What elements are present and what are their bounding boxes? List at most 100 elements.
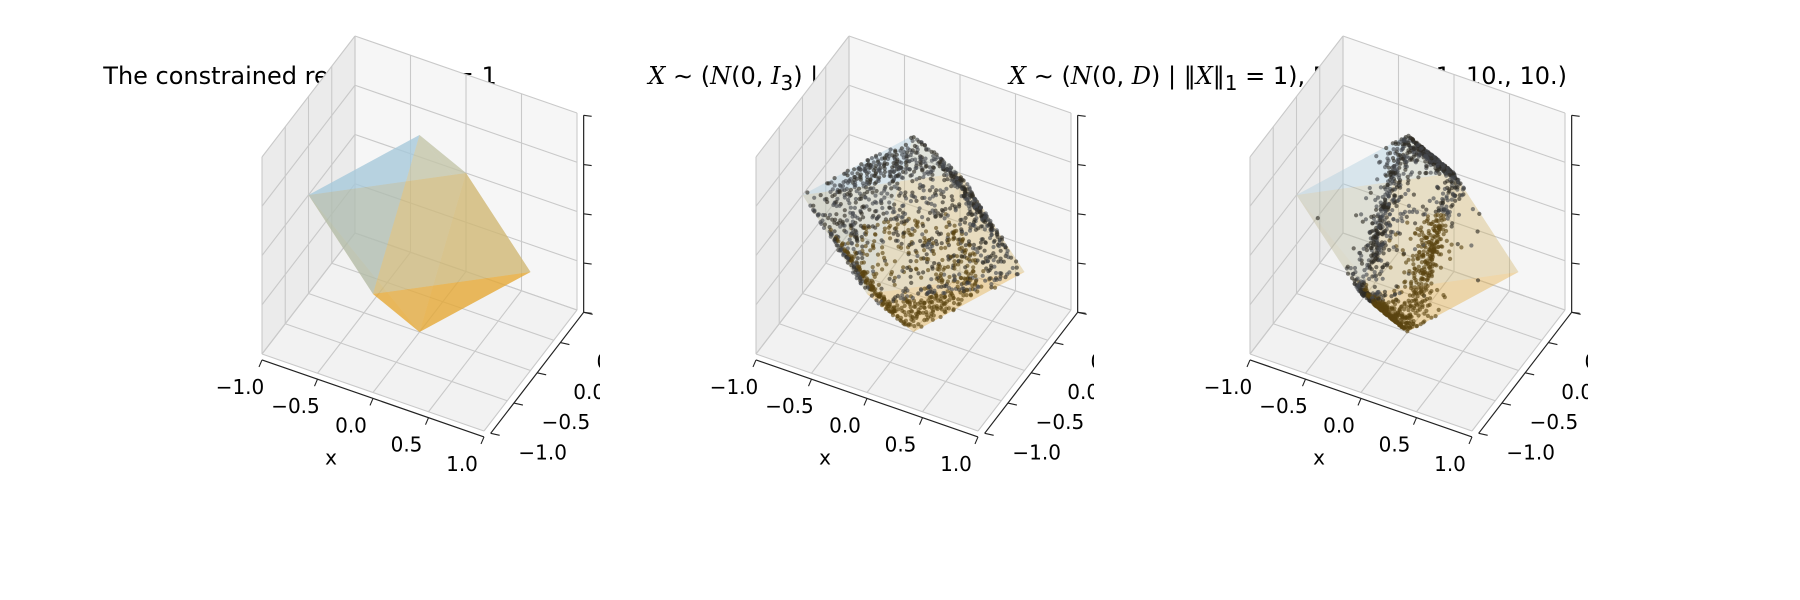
data-point — [1443, 223, 1448, 228]
data-point — [1383, 187, 1388, 192]
grid-line — [1319, 262, 1542, 341]
data-point — [1388, 265, 1393, 270]
data-point — [1459, 245, 1464, 250]
data-point — [979, 224, 984, 229]
data-point — [1390, 156, 1396, 161]
data-point — [1446, 169, 1451, 174]
data-point — [874, 293, 879, 298]
data-point — [963, 243, 968, 248]
data-point — [940, 257, 945, 263]
data-point — [1372, 270, 1377, 275]
data-point — [872, 239, 877, 244]
data-point — [903, 190, 908, 195]
data-point — [991, 244, 996, 250]
data-point — [1357, 250, 1362, 256]
data-point — [1386, 313, 1391, 318]
grid-line — [802, 292, 1025, 372]
grid-line — [1249, 84, 1344, 207]
data-point — [1378, 215, 1383, 220]
data-point — [1374, 250, 1379, 255]
data-point — [964, 197, 969, 202]
grid-line — [261, 35, 356, 158]
data-point — [1374, 207, 1379, 212]
data-point — [1375, 241, 1380, 246]
x-tick — [1301, 378, 1307, 387]
chart-plot-3d[interactable]: −1.0−1.0−1.0−0.5−0.5−0.50.00.00.00.50.50… — [494, 0, 1094, 600]
data-point — [1379, 269, 1384, 274]
data-point — [855, 256, 860, 261]
data-point — [952, 262, 958, 267]
data-point — [968, 209, 973, 215]
data-point — [876, 167, 882, 172]
data-point — [1447, 249, 1452, 254]
data-point — [981, 260, 986, 265]
data-point — [1394, 284, 1399, 289]
data-point — [1407, 209, 1412, 214]
data-point — [910, 232, 915, 237]
tick-labels: −1.0−1.0−1.0−0.5−0.5−0.50.00.00.00.50.50… — [710, 104, 1094, 476]
data-point — [920, 215, 925, 220]
data-point — [839, 243, 844, 248]
y-tick — [513, 402, 524, 406]
data-point — [1402, 280, 1407, 285]
data-point — [964, 293, 969, 298]
x-tick-label: 0.5 — [391, 433, 423, 457]
x-axis-label: x — [1313, 445, 1325, 469]
data-point — [1425, 151, 1430, 156]
data-point — [1389, 294, 1394, 299]
x-tick-label: −0.5 — [1259, 394, 1308, 418]
data-point — [973, 281, 978, 286]
grid-line — [1416, 290, 1510, 413]
data-point — [931, 308, 936, 313]
chart-plot-3d[interactable]: −1.0−1.0−1.0−0.5−0.5−0.50.00.00.00.50.50… — [0, 0, 600, 600]
data-point — [975, 250, 980, 255]
data-point — [1475, 229, 1480, 234]
data-point — [1392, 193, 1397, 198]
data-point — [926, 217, 931, 222]
data-point — [815, 213, 821, 218]
data-point — [1416, 175, 1421, 180]
data-point — [1408, 135, 1413, 140]
data-point — [983, 220, 988, 225]
data-point — [1383, 165, 1388, 170]
data-point — [870, 215, 875, 220]
data-point — [871, 242, 876, 248]
data-point — [1442, 186, 1447, 192]
data-point — [985, 259, 990, 264]
data-point — [909, 135, 914, 140]
data-point — [877, 152, 882, 157]
data-point — [1430, 236, 1435, 241]
data-point — [1014, 265, 1019, 270]
octahedron-face — [1296, 135, 1408, 294]
data-point — [929, 290, 935, 295]
data-point — [962, 193, 967, 198]
data-point — [1382, 204, 1387, 209]
data-point — [885, 191, 890, 196]
data-point — [951, 235, 956, 240]
data-point — [1402, 301, 1407, 307]
data-point — [1378, 307, 1383, 312]
data-point — [914, 160, 919, 165]
data-point — [1387, 238, 1392, 243]
data-point — [1357, 257, 1362, 262]
data-point — [925, 290, 930, 295]
data-point — [855, 215, 860, 220]
data-point — [931, 304, 937, 309]
data-point — [921, 243, 926, 248]
data-point — [1444, 228, 1449, 234]
data-point — [905, 288, 910, 293]
data-point — [988, 235, 993, 241]
data-point — [838, 224, 843, 229]
data-point — [1424, 258, 1429, 263]
data-point — [892, 259, 897, 264]
tick-labels: −1.0−1.0−1.0−0.5−0.5−0.50.00.00.00.50.50… — [1204, 104, 1588, 476]
data-point — [1397, 139, 1403, 144]
data-point — [893, 238, 899, 243]
data-point — [1384, 233, 1389, 239]
chart-plot-3d[interactable]: −1.0−1.0−1.0−0.5−0.5−0.50.00.00.00.50.50… — [988, 0, 1588, 600]
data-point — [1447, 189, 1452, 194]
data-point — [1421, 249, 1426, 254]
data-point — [899, 245, 904, 250]
data-point — [1365, 262, 1370, 267]
data-point — [909, 172, 914, 178]
